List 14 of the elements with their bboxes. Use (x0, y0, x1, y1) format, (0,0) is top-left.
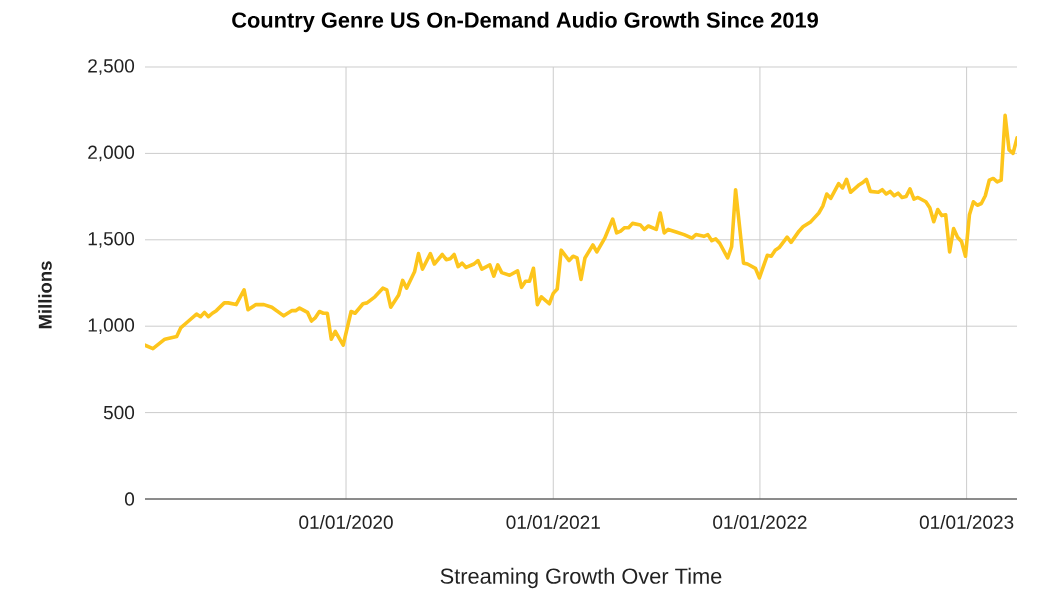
y-tick-label: 0 (124, 492, 135, 506)
x-tick-label: 01/01/2023 (919, 515, 1014, 529)
y-tick-label: 1,500 (88, 231, 135, 248)
y-tick-label: 500 (103, 405, 135, 420)
x-tick-label: 01/01/2022 (713, 515, 807, 529)
x-axis-title: Streaming Growth Over Time (440, 567, 722, 589)
line-series (145, 113, 1018, 351)
chart-title: Country Genre US On-Demand Audio Growth Since 2019 (232, 11, 818, 33)
y-tick-label: 2,000 (88, 145, 135, 162)
y-tick-label: 1,000 (88, 318, 135, 335)
y-axis-title: Millions (38, 261, 52, 329)
y-tick-label: 2,500 (88, 59, 135, 75)
x-tick-label: 01/01/2020 (299, 515, 393, 529)
x-tick-label: 01/01/2021 (506, 515, 600, 529)
